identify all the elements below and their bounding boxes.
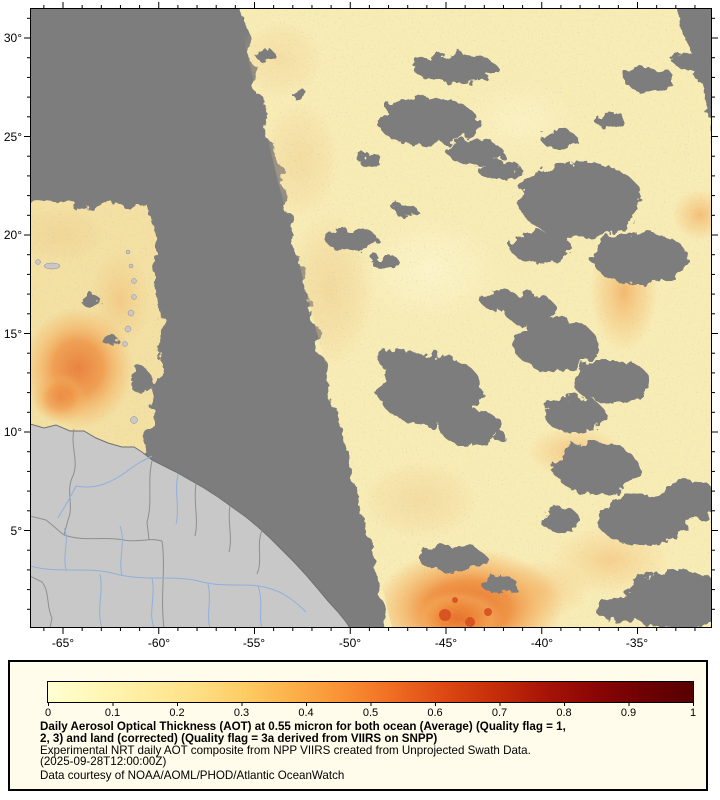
lon-label-35: -35°	[625, 636, 649, 650]
legend-panel: 0 0.1 0.2 0.3 0.4 0.5 0.6 0.7 0.8 0.9 1 …	[8, 660, 708, 791]
lat-label-10: 10°	[3, 425, 22, 439]
lon-label-50: -50°	[338, 636, 362, 650]
islands	[35, 249, 138, 424]
colorbar-label-06: 0.6	[427, 707, 443, 719]
lon-label-65: -65°	[51, 636, 75, 650]
colorbar-label-03: 0.3	[233, 707, 250, 719]
caption-line-1: Daily Aerosol Optical Thickness (AOT) at…	[40, 720, 566, 733]
colorbar-label-08: 0.8	[556, 707, 572, 719]
legend-caption: Daily Aerosol Optical Thickness (AOT) at…	[40, 721, 696, 782]
colorbar-ticks	[48, 702, 694, 706]
caption-line-3: Experimental NRT daily AOT composite fro…	[40, 743, 531, 757]
colorbar-label-05: 0.5	[362, 707, 379, 719]
colorbar-label-01: 0.1	[104, 707, 121, 719]
colorbar-label-09: 0.9	[620, 707, 637, 719]
colorbar-gradient	[47, 681, 694, 703]
lon-label-45: -45°	[434, 636, 458, 650]
caption-line-5: Data courtesy of NOAA/AOML/PHOD/Atlantic…	[40, 769, 345, 783]
coastline	[31, 423, 350, 627]
colorbar-label-07: 0.7	[491, 707, 508, 719]
lat-label-25: 25°	[3, 130, 22, 144]
caption-line-2: 2, 3) and land (corrected) (Quality flag…	[40, 731, 438, 745]
lon-label-60: -60°	[147, 636, 171, 650]
map-ticks	[24, 2, 718, 634]
lat-label-15: 15°	[3, 327, 22, 341]
lat-label-5: 5°	[10, 524, 22, 538]
colorbar-label-04: 0.4	[298, 707, 314, 719]
caption-line-4: (2025-09-28T12:00:00Z)	[40, 755, 167, 769]
lon-label-40: -40°	[530, 636, 554, 650]
country-borders	[31, 428, 263, 627]
land-mass	[31, 249, 350, 627]
map-frame	[30, 8, 712, 628]
colorbar-label-02: 0.2	[169, 707, 185, 719]
lat-label-20: 20°	[3, 228, 22, 242]
colorbar-label-1: 1	[689, 707, 697, 719]
rivers	[31, 455, 307, 627]
map-canvas	[24, 2, 718, 634]
colorbar-label-0: 0	[44, 707, 52, 719]
cloud-gaps	[80, 49, 711, 627]
lon-label-55: -55°	[242, 636, 266, 650]
lat-label-30: 30°	[3, 31, 22, 45]
